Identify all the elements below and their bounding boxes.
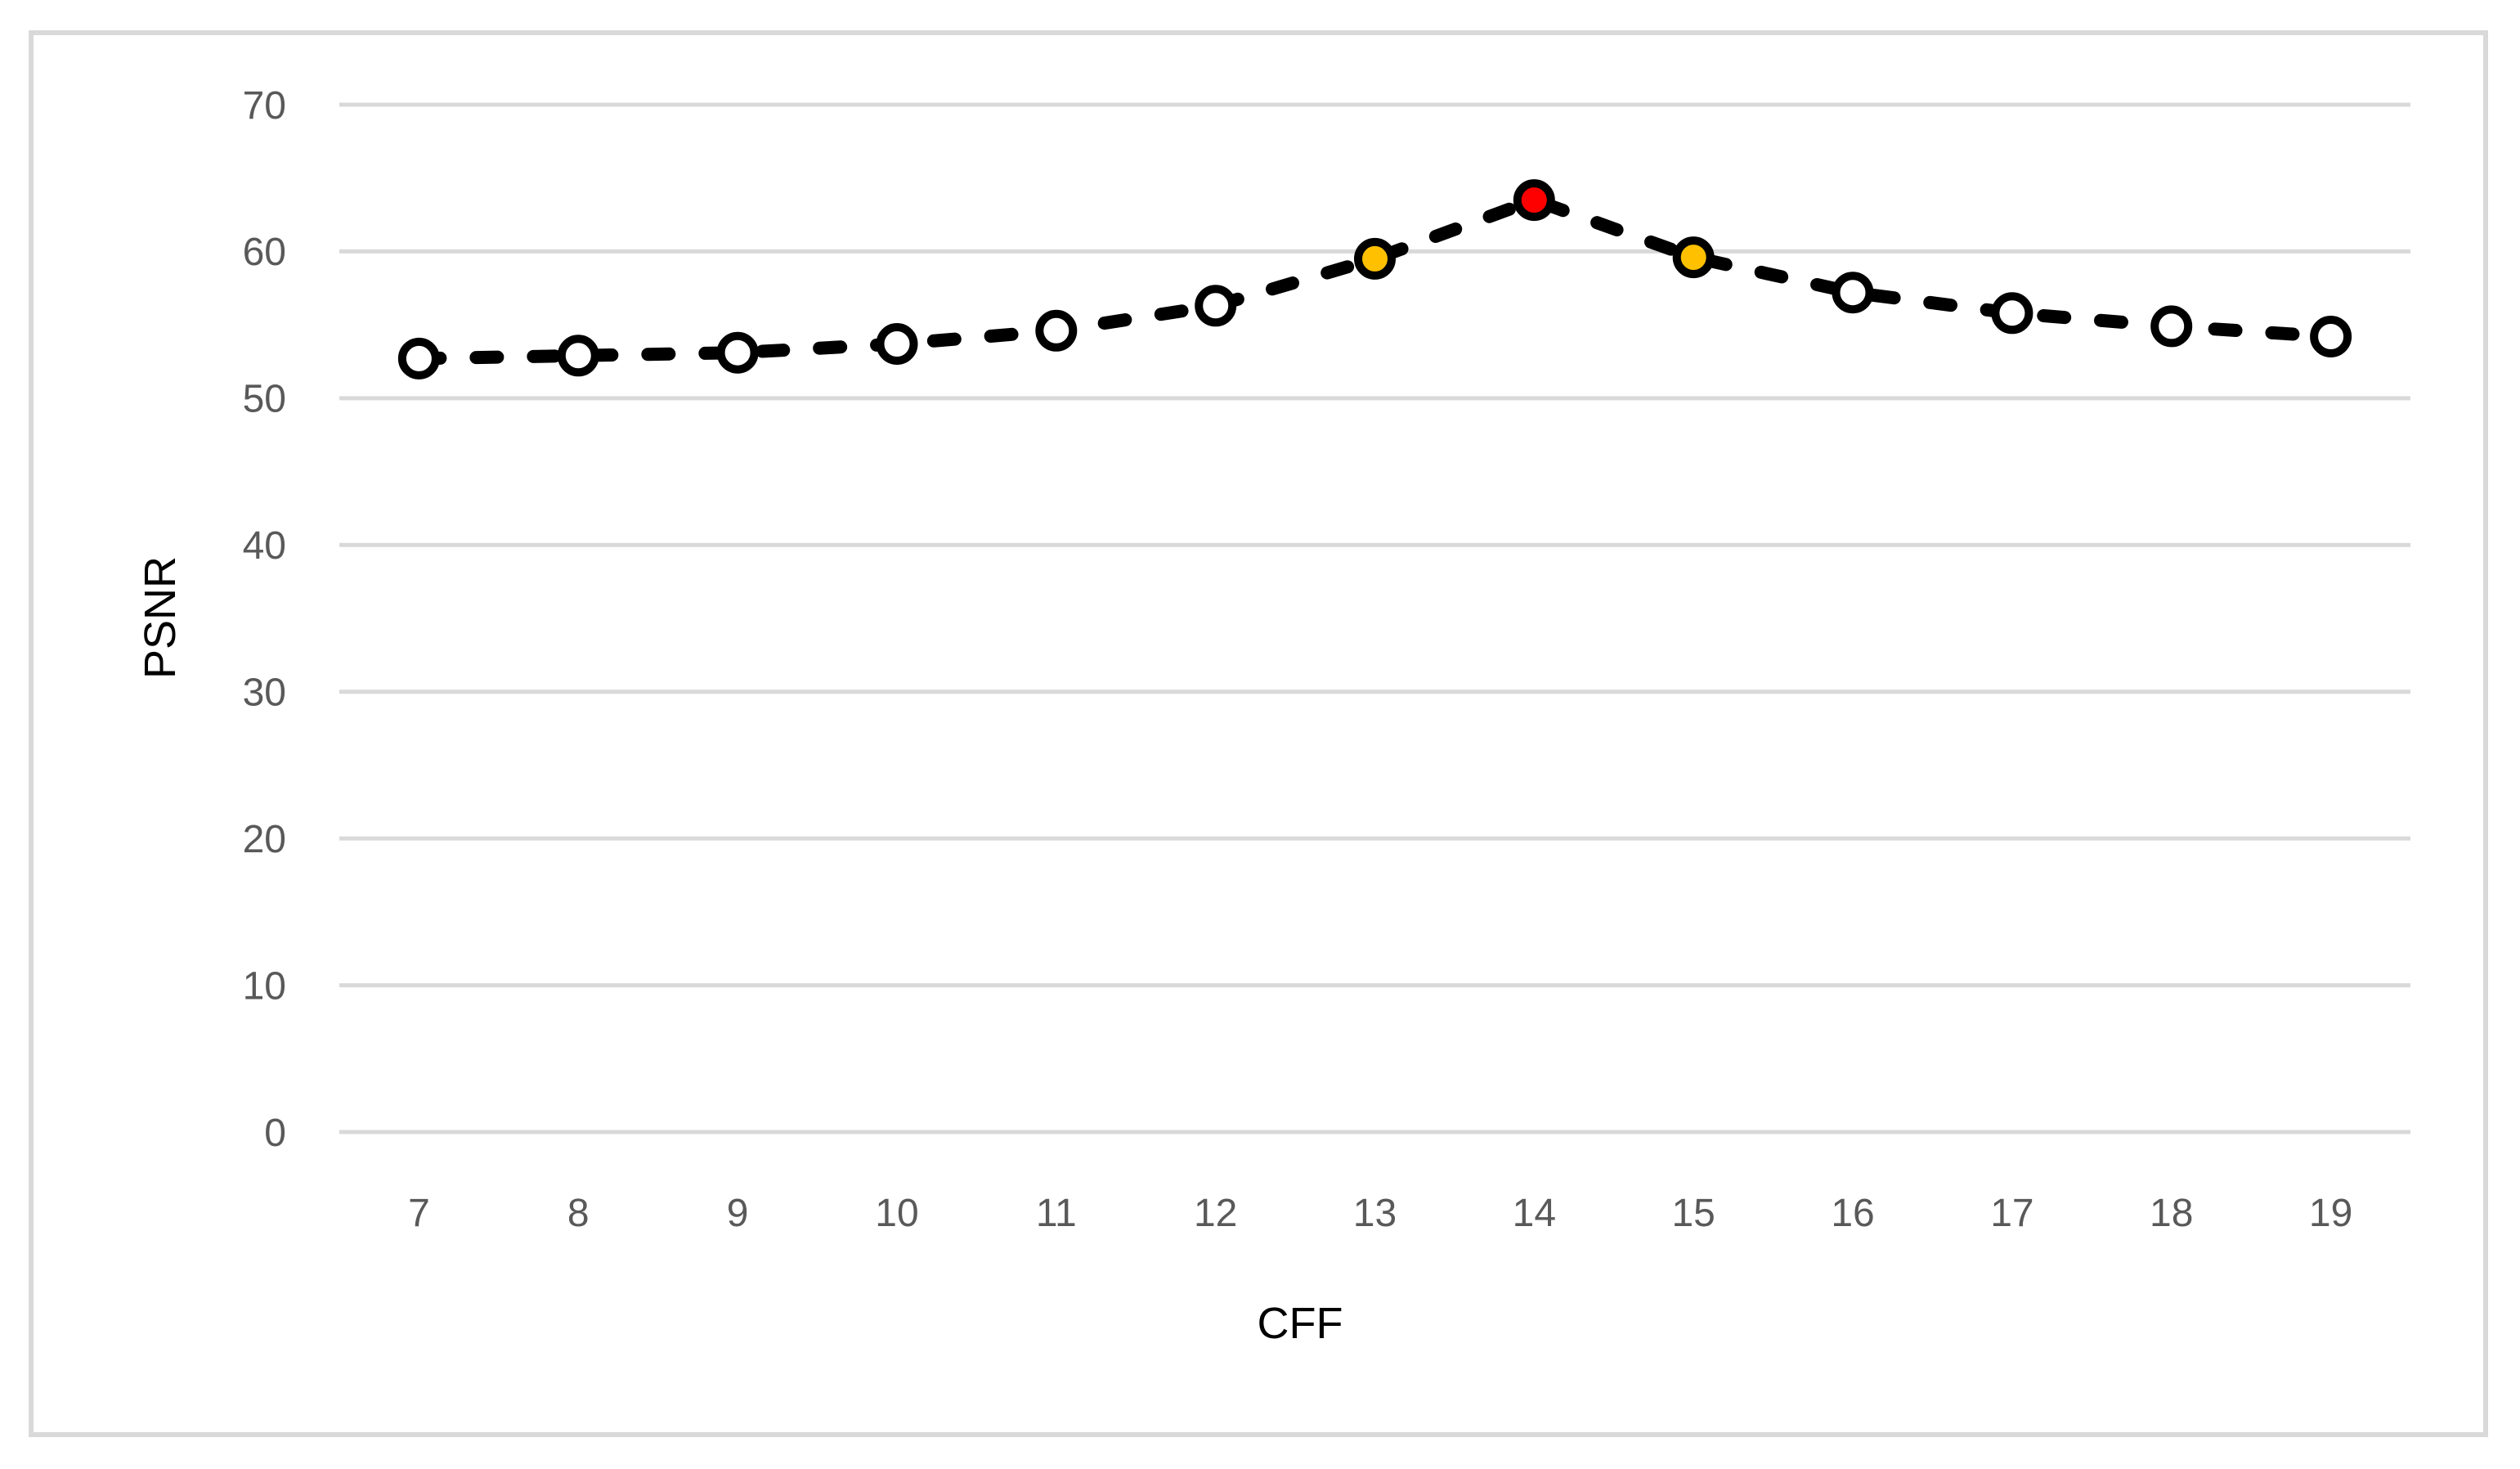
y-tick-label: 50 <box>243 378 286 421</box>
data-point-19 <box>2310 316 2352 357</box>
data-point-8 <box>557 335 599 377</box>
data-point-17 <box>1991 292 2033 335</box>
y-tick-label: 0 <box>264 1112 286 1155</box>
data-point-9 <box>716 331 759 374</box>
x-tick-label: 11 <box>1036 1192 1077 1235</box>
data-point-14 <box>1513 179 1555 222</box>
y-tick-label: 60 <box>243 231 286 274</box>
chart-border <box>29 30 2488 1437</box>
data-point-12 <box>1195 285 1237 327</box>
x-tick-label: 15 <box>1671 1192 1715 1235</box>
x-tick-label: 16 <box>1831 1192 1874 1235</box>
x-tick-label: 19 <box>2309 1192 2352 1235</box>
data-point-7 <box>397 337 440 380</box>
data-point-10 <box>876 323 918 365</box>
y-tick-label: 70 <box>243 84 286 128</box>
y-tick-label: 10 <box>243 964 286 1008</box>
x-tick-label: 10 <box>875 1192 918 1235</box>
x-tick-label: 14 <box>1513 1192 1556 1235</box>
data-point-18 <box>2150 305 2193 348</box>
y-axis-title: PSNR <box>136 555 185 680</box>
data-point-11 <box>1035 309 1078 352</box>
y-tick-label: 20 <box>243 818 286 861</box>
x-tick-label: 9 <box>727 1192 749 1235</box>
x-tick-label: 7 <box>408 1192 430 1235</box>
x-tick-label: 17 <box>1990 1192 2033 1235</box>
data-point-16 <box>1832 272 1874 314</box>
x-tick-label: 18 <box>2150 1192 2193 1235</box>
y-tick-label: 30 <box>243 672 286 715</box>
x-axis-title: CFF <box>1257 1299 1343 1348</box>
x-tick-label: 12 <box>1194 1192 1237 1235</box>
x-tick-label: 13 <box>1353 1192 1397 1235</box>
data-point-15 <box>1672 236 1715 279</box>
data-point-13 <box>1354 237 1396 280</box>
y-tick-label: 40 <box>243 524 286 568</box>
x-tick-label: 8 <box>567 1192 590 1235</box>
